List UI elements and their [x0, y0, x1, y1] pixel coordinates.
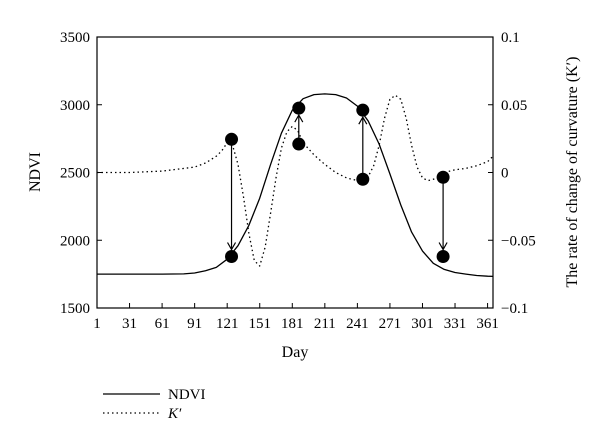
x-tick-label: 361	[476, 316, 499, 332]
y-axis-left: 1500 2000 2500 3000 3500	[60, 30, 102, 317]
y2-tick-label: −0.1	[501, 301, 528, 317]
arrow-head-3	[358, 115, 368, 125]
x-tick-label: 121	[216, 316, 239, 332]
y-axis-right: 0.1 0.05 0 −0.05 −0.1	[488, 30, 536, 317]
marker-point-7	[436, 170, 450, 184]
series-layer	[97, 93, 494, 278]
x-tick-label: 61	[155, 316, 170, 332]
x-tick-label: 151	[248, 316, 271, 332]
x-tick-label: 301	[411, 316, 434, 332]
x-tick-label: 211	[314, 316, 336, 332]
legend-k-label: K′	[167, 406, 182, 422]
x-tick-label: 91	[187, 316, 202, 332]
y-axis-title: NDVI	[27, 152, 44, 192]
marker-point-8	[436, 250, 450, 264]
x-axis: 1 31 61 91 121 151 181 211 241 271 301 331 361	[93, 303, 499, 332]
legend: NDVI K′	[103, 387, 206, 422]
x-tick-label: 271	[379, 316, 402, 332]
marker-point-6	[356, 172, 370, 186]
y-tick-label: 2500	[60, 166, 90, 182]
arrow-head-1	[227, 242, 237, 251]
markers-layer	[225, 101, 450, 264]
y2-tick-label: 0.05	[501, 98, 527, 114]
marker-point-2	[225, 250, 239, 264]
arrow-head-2	[294, 113, 304, 123]
y-tick-label: 2000	[60, 233, 90, 249]
x-tick-label: 331	[444, 316, 467, 332]
marker-point-3	[292, 101, 306, 115]
marker-point-1	[225, 132, 239, 146]
x-axis-title: Day	[282, 344, 309, 361]
series-line-ndvi	[97, 93, 494, 278]
x-tick-label: 1	[93, 316, 101, 332]
arrows-layer	[227, 113, 448, 251]
y2-tick-label: −0.05	[501, 233, 536, 249]
series-line-k-prime	[97, 94, 494, 267]
legend-ndvi-label: NDVI	[168, 387, 206, 403]
y2-tick-label: 0	[501, 166, 509, 182]
marker-point-4	[292, 137, 306, 151]
plot-frame	[96, 36, 494, 309]
x-tick-label: 241	[346, 316, 369, 332]
y2-axis-title: The rate of change of curvature (K′)	[564, 57, 581, 288]
y-tick-label: 3000	[60, 98, 90, 114]
y2-tick-label: 0.1	[501, 30, 520, 46]
y-tick-label: 1500	[60, 301, 90, 317]
x-tick-label: 31	[122, 316, 137, 332]
x-tick-label: 181	[281, 316, 304, 332]
y-tick-label: 3500	[60, 30, 90, 46]
marker-point-5	[356, 103, 370, 117]
arrow-head-4	[438, 242, 448, 251]
